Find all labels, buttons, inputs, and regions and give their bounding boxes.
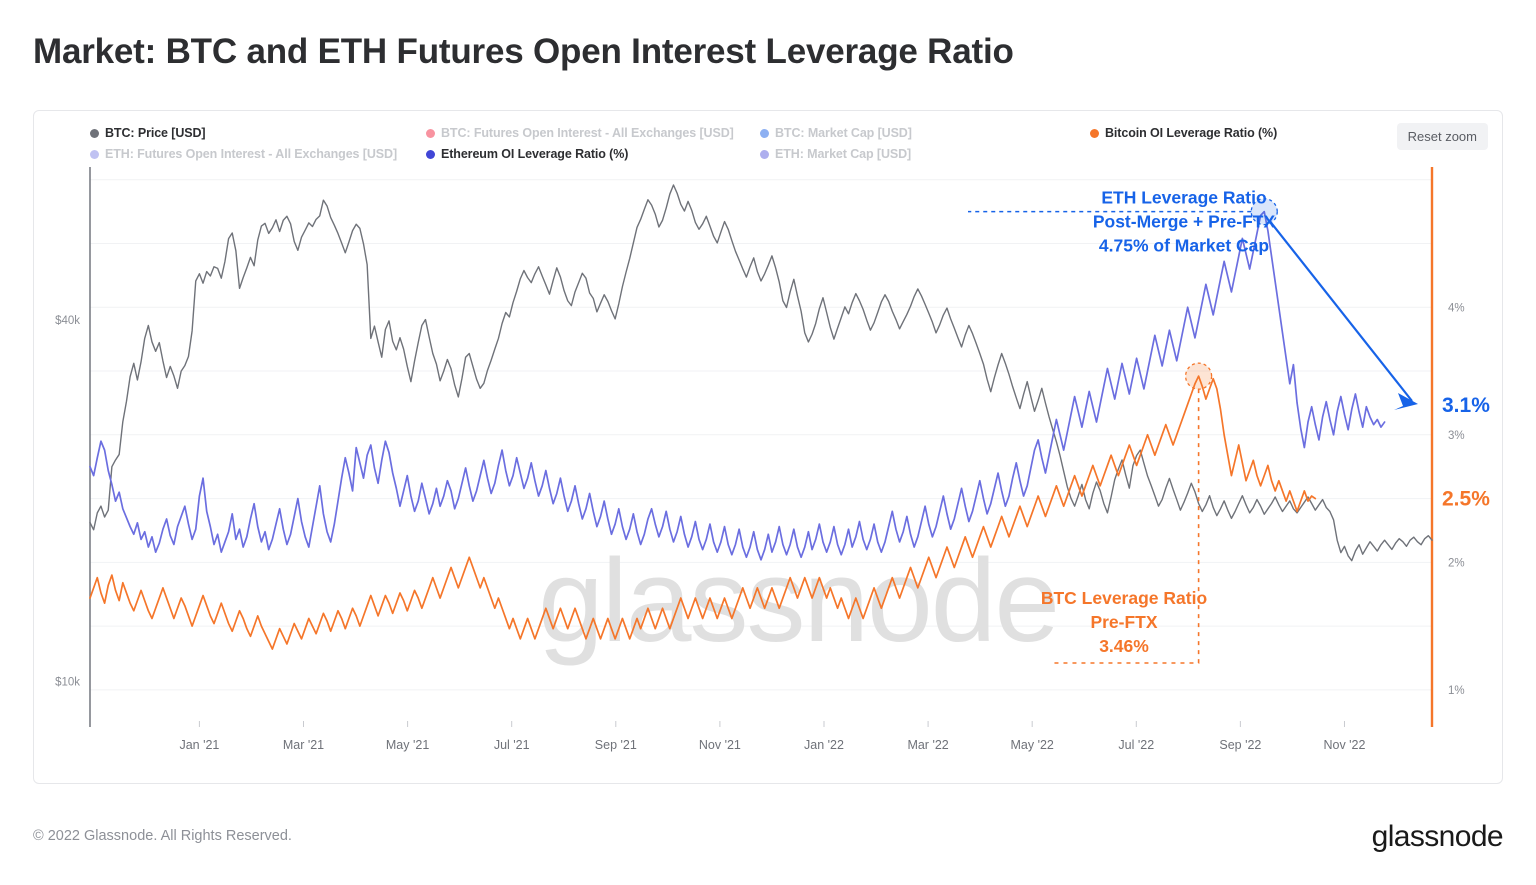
btc-peak-marker: [1184, 362, 1213, 390]
legend-item-label: ETH: Market Cap [USD]: [775, 146, 912, 161]
legend-color-dot: [760, 149, 769, 159]
legend-item-6[interactable]: ETH: Market Cap [USD]: [760, 144, 911, 164]
left-axis-tick-label: $10k: [55, 677, 80, 689]
legend-color-dot: [760, 128, 769, 138]
x-axis-tick-label: May '21: [386, 738, 429, 752]
legend-item-3[interactable]: Bitcoin OI Leverage Ratio (%): [1090, 123, 1277, 143]
watermark-glassnode: glassnode: [538, 535, 1058, 667]
legend-item-label: ETH: Futures Open Interest - All Exchang…: [105, 146, 398, 161]
legend-item-2[interactable]: BTC: Market Cap [USD]: [760, 123, 912, 143]
x-axis-tick-label: Jul '21: [494, 738, 530, 752]
right-axis-tick-label: 4%: [1448, 302, 1465, 314]
plot-area[interactable]: glassnode $40k $10k 4% 3% 2% 1% Jan '21 Mar '…: [34, 161, 1502, 783]
eth-annotation-line-0: ETH Leverage Ratio: [1101, 188, 1266, 208]
legend-color-dot: [426, 128, 435, 138]
eth-annotation-arrow: [1269, 220, 1413, 402]
x-axis-tick-label: Nov '22: [1323, 738, 1365, 752]
x-axis-tick-label: Sep '21: [595, 738, 637, 752]
right-axis: 4% 3% 2% 1%: [1430, 167, 1465, 727]
legend-item-label: Bitcoin OI Leverage Ratio (%): [1105, 125, 1278, 140]
footer-copyright: © 2022 Glassnode. All Rights Reserved.: [33, 828, 292, 844]
legend-item-label: BTC: Futures Open Interest - All Exchang…: [441, 125, 734, 140]
legend-row-1: BTC: Price [USD] BTC: Futures Open Intere…: [90, 123, 1414, 144]
legend-color-dot: [90, 149, 99, 159]
btc-annotation-line-1: Pre-FTX: [1090, 612, 1157, 632]
x-axis-tick-label: Jan '21: [179, 738, 219, 752]
eth-annotation-line-1: Post-Merge + Pre-FTX: [1093, 212, 1276, 232]
right-axis-tick-label: 2%: [1448, 557, 1465, 569]
legend-row-2: ETH: Futures Open Interest - All Exchang…: [90, 144, 1414, 165]
legend-item-5[interactable]: Ethereum OI Leverage Ratio (%): [426, 144, 628, 164]
eth-annotation-arrowhead: [1394, 393, 1418, 410]
footer-logo: glassnode: [1371, 820, 1504, 853]
right-axis-tick-label: 3%: [1448, 430, 1465, 442]
legend-item-label: Ethereum OI Leverage Ratio (%): [441, 146, 629, 161]
btc-annotation-leader: [1052, 389, 1200, 664]
end-value-labels: 3.1% 2.5%: [1442, 394, 1490, 511]
chart-card: BTC: Price [USD] BTC: Futures Open Intere…: [33, 110, 1503, 784]
page-title: Market: BTC and ETH Futures Open Interes…: [33, 32, 1014, 71]
left-axis-tick-label: $40k: [55, 315, 80, 327]
end-label-btc: 2.5%: [1442, 488, 1490, 511]
x-axis-ticks: Jan '21 Mar '21 May '21 Jul '21 Sep '21 Nov '…: [179, 721, 1366, 752]
legend-item-1[interactable]: BTC: Futures Open Interest - All Exchang…: [426, 123, 734, 143]
chart-legend: BTC: Price [USD] BTC: Futures Open Intere…: [34, 123, 1414, 165]
eth-annotation-line-2: 4.75% of Market Cap: [1099, 236, 1269, 256]
chart-svg[interactable]: glassnode $40k $10k 4% 3% 2% 1% Jan '21 Mar '…: [34, 161, 1502, 783]
right-axis-tick-label: 1%: [1448, 685, 1465, 697]
legend-item-label: BTC: Market Cap [USD]: [775, 125, 912, 140]
series-line-bitcoin-oi-leverage-ratio[interactable]: [89, 375, 1317, 650]
legend-color-dot: [90, 128, 99, 138]
annotations: ETH Leverage Ratio Post-Merge + Pre-FTX 4.…: [968, 188, 1418, 664]
series-line-btc-price-usd[interactable]: [89, 184, 1433, 562]
x-axis-tick-label: Sep '22: [1219, 738, 1261, 752]
x-axis-tick-label: Nov '21: [699, 738, 741, 752]
eth-peak-marker: [1250, 197, 1278, 226]
legend-item-4[interactable]: ETH: Futures Open Interest - All Exchang…: [90, 144, 397, 164]
btc-annotation-line-2: 3.46%: [1099, 636, 1149, 656]
x-axis-tick-label: Mar '22: [907, 738, 948, 752]
left-axis: $40k $10k: [55, 167, 91, 727]
series-lines[interactable]: [89, 184, 1433, 650]
x-axis-tick-label: May '22: [1010, 738, 1053, 752]
x-axis-tick-label: Mar '21: [283, 738, 324, 752]
legend-item-label: BTC: Price [USD]: [105, 125, 206, 140]
legend-color-dot: [1090, 128, 1099, 138]
end-label-eth: 3.1%: [1442, 394, 1490, 417]
btc-annotation-line-0: BTC Leverage Ratio: [1041, 588, 1207, 608]
x-axis-tick-label: Jan '22: [804, 738, 844, 752]
reset-zoom-button[interactable]: Reset zoom: [1396, 123, 1488, 150]
legend-item-0[interactable]: BTC: Price [USD]: [90, 123, 206, 143]
x-axis-tick-label: Jul '22: [1118, 738, 1154, 752]
series-line-ethereum-oi-leverage-ratio[interactable]: [89, 210, 1386, 561]
legend-color-dot: [426, 149, 435, 159]
